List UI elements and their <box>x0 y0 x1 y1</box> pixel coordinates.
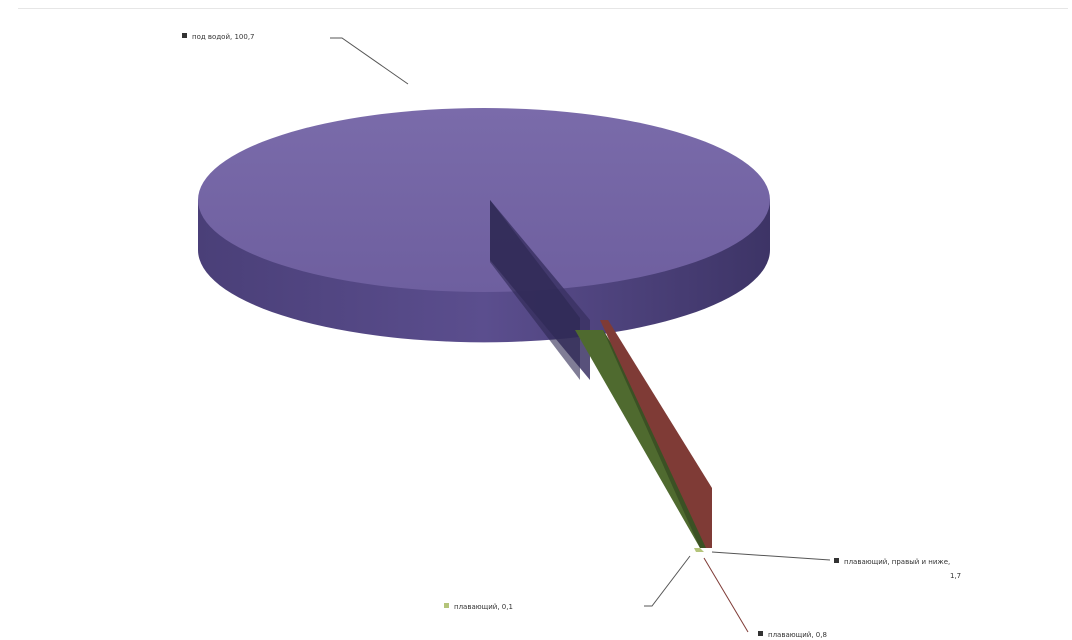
label-left: плавающий, 0,1 <box>454 603 513 611</box>
slice-green <box>575 330 708 548</box>
label-right-value: 1,7 <box>950 572 961 580</box>
slice-tiny <box>694 548 704 552</box>
label-right: плавающий, правый и ниже, <box>844 558 950 566</box>
legend-marker-main <box>182 33 187 38</box>
leader-line-left <box>644 555 691 607</box>
leader-line-right <box>711 551 831 561</box>
label-main: под водой, 100,7 <box>192 33 255 41</box>
label-bottom: плавающий, 0,8 <box>768 631 827 639</box>
legend-marker-bottom <box>758 631 763 636</box>
slice-wedge-wall-2 <box>490 200 580 380</box>
top-divider <box>18 8 1068 9</box>
legend-marker-left <box>444 603 449 608</box>
slice-main-top <box>198 108 770 292</box>
slice-red <box>600 320 712 548</box>
leader-line-main <box>330 37 409 85</box>
leader-line-bottom <box>703 557 749 633</box>
legend-marker-right <box>834 558 839 563</box>
